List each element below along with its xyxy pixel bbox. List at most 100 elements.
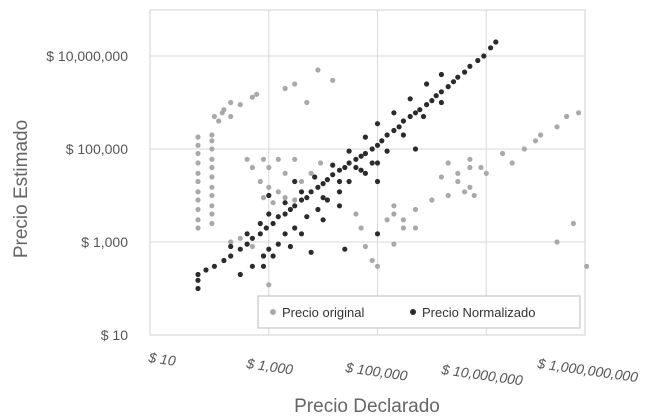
point-precio-original bbox=[266, 164, 272, 171]
point-precio-normalizado bbox=[266, 211, 272, 217]
point-precio-original bbox=[584, 263, 590, 269]
point-precio-original bbox=[438, 174, 444, 180]
point-precio-normalizado bbox=[362, 150, 368, 157]
point-precio-normalizado bbox=[292, 225, 298, 231]
point-precio-normalizado bbox=[346, 148, 352, 154]
point-precio-normalizado bbox=[462, 69, 468, 75]
point-precio-original bbox=[400, 217, 406, 223]
point-precio-original bbox=[532, 138, 539, 144]
point-precio-normalizado bbox=[374, 178, 381, 185]
point-precio-original bbox=[195, 197, 201, 203]
point-precio-original bbox=[228, 113, 234, 120]
point-precio-normalizado bbox=[407, 113, 413, 120]
x-axis-title: Precio Declarado bbox=[294, 396, 440, 417]
point-precio-original bbox=[249, 243, 255, 250]
point-precio-original bbox=[570, 220, 577, 227]
point-precio-normalizado bbox=[417, 107, 423, 113]
point-precio-original bbox=[330, 77, 336, 83]
point-precio-original bbox=[209, 211, 215, 217]
legend-label-precio-original: Precio original bbox=[282, 305, 364, 320]
point-precio-original bbox=[483, 170, 489, 176]
point-precio-normalizado bbox=[282, 211, 288, 217]
point-precio-original bbox=[228, 239, 234, 245]
point-precio-original bbox=[237, 235, 243, 241]
point-precio-original bbox=[292, 81, 298, 87]
point-precio-normalizado bbox=[330, 172, 336, 178]
point-precio-normalizado bbox=[330, 162, 336, 168]
point-precio-original bbox=[362, 243, 368, 250]
point-precio-normalizado bbox=[396, 124, 402, 130]
y-axis-title: Precio Estimado bbox=[11, 120, 32, 258]
point-precio-normalizado bbox=[493, 39, 499, 45]
point-precio-normalizado bbox=[263, 225, 269, 231]
point-precio-normalizado bbox=[228, 253, 234, 259]
legend-label-precio-normalizado: Precio Normalizado bbox=[422, 305, 535, 320]
point-precio-normalizado bbox=[342, 246, 348, 252]
point-precio-original bbox=[195, 134, 201, 140]
point-precio-normalizado bbox=[195, 277, 201, 283]
point-precio-normalizado bbox=[481, 53, 487, 59]
point-precio-normalizado bbox=[270, 220, 276, 227]
point-precio-original bbox=[429, 197, 435, 203]
point-precio-original bbox=[478, 164, 484, 171]
point-precio-normalizado bbox=[467, 63, 473, 69]
point-precio-original bbox=[353, 211, 359, 217]
point-precio-original bbox=[455, 178, 461, 185]
point-precio-original bbox=[467, 184, 473, 190]
point-precio-original bbox=[195, 160, 201, 166]
point-precio-original bbox=[249, 94, 255, 100]
point-precio-normalizado bbox=[391, 110, 397, 116]
y-tick-label: $ 10 bbox=[101, 327, 128, 343]
point-precio-original bbox=[216, 118, 222, 124]
point-precio-normalizado bbox=[249, 235, 255, 241]
legend: Precio original Precio Normalizado bbox=[257, 295, 581, 329]
point-precio-normalizado bbox=[412, 110, 419, 116]
point-precio-original bbox=[412, 206, 419, 213]
point-precio-original bbox=[315, 67, 321, 73]
point-precio-original bbox=[391, 203, 397, 209]
point-precio-normalizado bbox=[438, 71, 444, 78]
point-precio-normalizado bbox=[324, 177, 330, 183]
point-precio-original bbox=[564, 113, 570, 120]
point-precio-normalizado bbox=[445, 84, 451, 90]
point-precio-normalizado bbox=[304, 214, 310, 220]
point-precio-normalizado bbox=[336, 167, 343, 173]
point-precio-normalizado bbox=[412, 146, 419, 152]
point-precio-normalizado bbox=[228, 243, 234, 250]
point-precio-normalizado bbox=[266, 246, 272, 252]
point-precio-normalizado bbox=[304, 195, 310, 201]
point-precio-normalizado bbox=[455, 74, 461, 80]
point-precio-normalizado bbox=[346, 178, 352, 185]
point-precio-normalizado bbox=[424, 102, 430, 108]
point-precio-normalizado bbox=[260, 263, 267, 269]
point-precio-normalizado bbox=[429, 98, 435, 104]
point-precio-normalizado bbox=[438, 99, 444, 106]
point-precio-original bbox=[318, 160, 324, 166]
point-precio-normalizado bbox=[292, 178, 298, 185]
point-precio-normalizado bbox=[260, 253, 267, 259]
x-tick-label: $ 1,000 bbox=[245, 355, 295, 378]
point-precio-original bbox=[282, 85, 288, 92]
point-precio-normalizado bbox=[287, 243, 293, 250]
point-precio-normalizado bbox=[384, 148, 390, 154]
point-precio-normalizado bbox=[292, 203, 298, 209]
point-precio-normalizado bbox=[342, 164, 348, 171]
point-precio-original bbox=[554, 239, 560, 245]
point-precio-normalizado bbox=[195, 271, 201, 278]
point-precio-original bbox=[209, 156, 215, 162]
point-precio-original bbox=[195, 225, 201, 231]
point-precio-original bbox=[304, 99, 310, 106]
point-precio-original bbox=[209, 184, 215, 190]
y-axis-ticks: $ 10 $ 1,000 $ 100,000 $ 10,000,000 bbox=[46, 48, 128, 343]
point-precio-normalizado bbox=[407, 96, 413, 102]
point-precio-original bbox=[384, 217, 390, 223]
point-precio-normalizado bbox=[358, 167, 364, 173]
point-precio-original bbox=[209, 164, 215, 171]
point-precio-original bbox=[266, 184, 272, 190]
point-precio-normalizado bbox=[315, 206, 321, 213]
point-precio-normalizado bbox=[203, 267, 209, 273]
point-precio-normalizado bbox=[298, 231, 305, 237]
point-precio-original bbox=[209, 220, 215, 227]
